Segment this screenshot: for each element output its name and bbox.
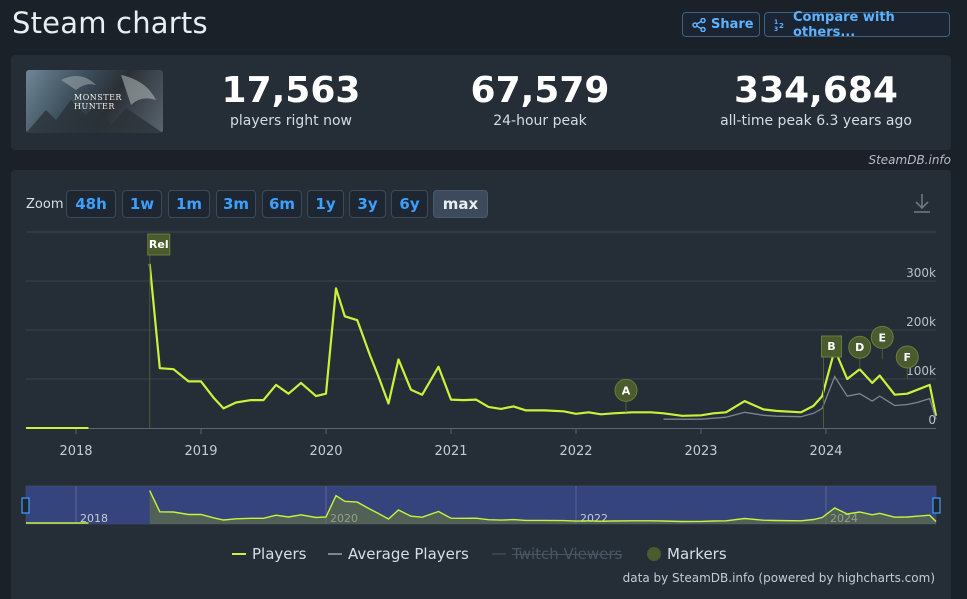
- x-tick-label: 2022: [559, 444, 592, 459]
- marker-circle-d: [848, 335, 872, 359]
- marker-label: E: [878, 331, 886, 344]
- zoom-3y-button[interactable]: 3y: [349, 190, 386, 218]
- x-tick-label: 2021: [434, 444, 467, 459]
- current-players-value: 17,563: [221, 70, 361, 111]
- zoom-1m-button[interactable]: 1m: [168, 190, 210, 218]
- stat-current: 17,563 players right now: [216, 70, 366, 130]
- legend-players[interactable]: Players: [232, 545, 307, 563]
- marker-circle-e: [870, 325, 894, 349]
- x-tick-label: 2020: [309, 444, 342, 459]
- marker-label: Rel: [149, 238, 169, 251]
- navigator-area: [149, 490, 936, 524]
- y-tick-label: 0: [928, 413, 936, 427]
- zoom-6y-button[interactable]: 6y: [391, 190, 428, 218]
- y-tick-label: 200k: [906, 315, 936, 329]
- marker-label: D: [855, 341, 864, 354]
- x-tick-label: 2018: [59, 444, 92, 459]
- x-tick-label: 2023: [684, 444, 717, 459]
- legend-average-label: Average Players: [348, 545, 469, 563]
- stat-24h-peak: 67,579 24-hour peak: [465, 70, 615, 130]
- legend-twitch-label: Twitch Viewers: [512, 545, 623, 563]
- marker-dot-swatch: [647, 547, 661, 561]
- legend-markers[interactable]: Markers: [647, 545, 727, 563]
- navigator-left-handle[interactable]: [21, 497, 30, 514]
- zoom-label: Zoom: [26, 197, 64, 212]
- players-line-swatch: [232, 553, 246, 555]
- compare-label: Compare with others...: [793, 9, 895, 40]
- marker-label: B: [827, 340, 835, 353]
- cover-title: MONSTER HUNTER: [74, 93, 122, 111]
- zoom-48h-button[interactable]: 48h: [66, 190, 116, 218]
- navigator-players-line: [149, 490, 937, 523]
- navigator-tick-label: 2018: [80, 512, 108, 525]
- share-icon: [692, 17, 706, 32]
- marker-label: F: [903, 351, 911, 364]
- navigator[interactable]: 2018202020222024: [21, 485, 941, 525]
- game-cover-image[interactable]: MONSTER HUNTER: [26, 70, 163, 133]
- legend-average-players[interactable]: Average Players: [328, 545, 469, 563]
- page-title: Steam charts: [12, 6, 208, 40]
- zoom-max-button[interactable]: max: [433, 190, 488, 218]
- legend-markers-label: Markers: [667, 545, 727, 563]
- zoom-1y-button[interactable]: 1y: [307, 190, 344, 218]
- zoom-3m-button[interactable]: 3m: [216, 190, 256, 218]
- navigator-right-handle[interactable]: [932, 497, 941, 514]
- peak-24h-value: 67,579: [470, 70, 610, 111]
- x-tick-label: 2019: [184, 444, 217, 459]
- share-button[interactable]: Share: [682, 12, 760, 37]
- all-time-peak-label: all-time peak 6.3 years ago: [720, 113, 912, 129]
- svg-text:3: 3: [774, 26, 778, 32]
- svg-text:1: 1: [774, 19, 778, 26]
- legend-twitch-viewers[interactable]: Twitch Viewers: [492, 545, 622, 563]
- legend-players-label: Players: [252, 545, 307, 563]
- all-time-peak-value: 334,684: [734, 70, 898, 111]
- stat-all-time-peak: 334,684 all-time peak 6.3 years ago: [701, 70, 931, 130]
- x-tick-label: 2024: [809, 444, 842, 459]
- average-players-series-line: [663, 375, 937, 420]
- highcharts-credit[interactable]: data by SteamDB.info (powered by highcha…: [622, 571, 935, 585]
- download-icon[interactable]: [911, 192, 933, 218]
- players-series-line: [148, 263, 938, 417]
- marker-flag-rel: [147, 233, 171, 256]
- steamdb-credit[interactable]: SteamDB.info: [868, 153, 951, 167]
- y-tick-label: 300k: [906, 266, 936, 280]
- share-label: Share: [711, 17, 754, 32]
- y-tick-label: 100k: [906, 364, 936, 378]
- svg-text:2: 2: [779, 22, 784, 30]
- marker-flag-b: [821, 335, 842, 358]
- average-line-swatch: [328, 553, 342, 555]
- peak-24h-label: 24-hour peak: [493, 113, 587, 129]
- zoom-1w-button[interactable]: 1w: [122, 190, 162, 218]
- stats-panel: MONSTER HUNTER 17,563 players right now …: [11, 55, 951, 150]
- current-players-label: players right now: [230, 113, 352, 129]
- twitch-line-swatch: [492, 553, 506, 555]
- marker-label: A: [622, 384, 631, 397]
- marker-circle-a: [614, 378, 638, 402]
- zoom-6m-button[interactable]: 6m: [262, 190, 302, 218]
- marker-circle-f: [895, 345, 919, 369]
